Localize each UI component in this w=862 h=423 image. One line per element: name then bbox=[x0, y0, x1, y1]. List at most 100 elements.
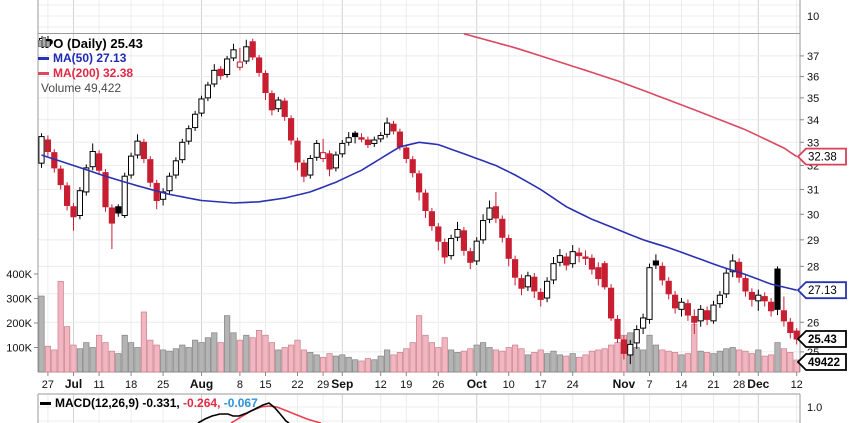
volume-bar bbox=[38, 295, 45, 373]
candle-body bbox=[569, 251, 576, 265]
x-tick-label: 21 bbox=[707, 379, 719, 391]
price-tick-label: 33 bbox=[807, 137, 819, 149]
volume-bar bbox=[505, 347, 512, 373]
volume-bar bbox=[569, 353, 576, 373]
candle-body bbox=[147, 159, 154, 183]
candle-body bbox=[588, 257, 595, 270]
volume-bar bbox=[480, 342, 487, 373]
price-badge-label: 32.38 bbox=[808, 152, 837, 164]
candle-body bbox=[256, 57, 263, 73]
candle-body bbox=[467, 251, 474, 263]
legend-ma50-label: MA(50) 27.13 bbox=[53, 51, 127, 65]
candle-body bbox=[614, 318, 621, 339]
candle-body bbox=[262, 72, 269, 93]
candle-body bbox=[70, 206, 77, 218]
volume-bar bbox=[723, 348, 730, 373]
volume-bar bbox=[256, 329, 263, 373]
candle-body bbox=[198, 98, 205, 114]
volume-bar bbox=[499, 350, 506, 373]
macd-main-value: MACD(12,26,9) -0.331, bbox=[55, 396, 180, 410]
volume-bar bbox=[435, 347, 442, 373]
candle-body bbox=[224, 58, 231, 76]
candle-body bbox=[640, 317, 647, 329]
volume-bar bbox=[768, 354, 775, 373]
macd-line-icon bbox=[40, 401, 51, 405]
x-tick-label: 12 bbox=[791, 379, 803, 391]
candle-body bbox=[576, 252, 583, 257]
volume-bar bbox=[358, 360, 365, 373]
volume-bar bbox=[371, 359, 378, 373]
candle-body bbox=[217, 68, 224, 77]
candle-body bbox=[672, 294, 679, 309]
volume-bar bbox=[326, 353, 333, 373]
chart-legend: IPO (Daily) 25.43 MA(50) 27.13 MA(200) 3… bbox=[38, 36, 143, 96]
candle-body bbox=[537, 291, 544, 300]
price-badge bbox=[796, 147, 847, 166]
volume-bar bbox=[70, 344, 77, 373]
price-badge bbox=[796, 353, 847, 371]
volume-bar bbox=[76, 348, 83, 373]
candle-body bbox=[620, 339, 627, 354]
x-tick-label: 10 bbox=[503, 379, 515, 391]
volume-bar bbox=[345, 356, 352, 373]
volume-bar bbox=[185, 347, 192, 373]
candle-body bbox=[428, 211, 435, 227]
volume-bar bbox=[665, 350, 672, 373]
candle-body bbox=[544, 280, 551, 299]
volume-bar bbox=[332, 355, 339, 373]
volume-bar bbox=[300, 349, 307, 373]
volume-bar bbox=[89, 347, 96, 373]
candle-body bbox=[748, 291, 755, 300]
candle-body bbox=[684, 303, 691, 316]
volume-bar bbox=[633, 347, 640, 373]
candle-body bbox=[102, 172, 109, 208]
upper-pane-tick-label: 10 bbox=[807, 11, 819, 23]
macd-signal-value: -0.264, bbox=[179, 396, 221, 410]
volume-bar bbox=[294, 339, 301, 373]
price-badge-label: 27.13 bbox=[808, 285, 837, 297]
ma200-line-icon bbox=[38, 72, 49, 75]
candle-body bbox=[736, 261, 743, 278]
candle-body bbox=[403, 147, 410, 159]
x-tick-label: 19 bbox=[400, 379, 412, 391]
x-tick-label: 8 bbox=[237, 379, 243, 391]
volume-bar bbox=[537, 349, 544, 373]
volume-bar bbox=[787, 352, 794, 373]
candle-body bbox=[531, 276, 538, 292]
x-tick-label: 7 bbox=[646, 379, 652, 391]
volume-bar bbox=[121, 334, 128, 373]
candle-body bbox=[377, 134, 384, 140]
macd-main-line bbox=[197, 402, 290, 423]
candle-body bbox=[409, 159, 416, 174]
candle-body bbox=[294, 140, 301, 163]
volume-bar bbox=[748, 353, 755, 373]
volume-bar bbox=[57, 280, 64, 373]
price-badge-label: 25.43 bbox=[808, 334, 837, 346]
volume-bar bbox=[710, 353, 717, 373]
candle-body bbox=[358, 137, 365, 140]
candle-body bbox=[774, 268, 781, 310]
candle-body bbox=[710, 304, 717, 322]
volume-bar bbox=[659, 349, 666, 373]
candle-body bbox=[691, 316, 698, 323]
candle-body bbox=[480, 220, 487, 241]
candle-body bbox=[390, 123, 397, 132]
x-tick-label: Sep bbox=[331, 377, 353, 391]
volume-bar bbox=[403, 348, 410, 373]
price-axis-labels: 25262728293031323334353637101.0 bbox=[800, 11, 822, 414]
volume-bar bbox=[678, 354, 685, 373]
candle-body bbox=[313, 142, 320, 158]
volume-bar bbox=[774, 342, 781, 373]
x-tick-label: Oct bbox=[467, 377, 487, 391]
volume-bar bbox=[608, 344, 615, 373]
volume-bar bbox=[230, 332, 237, 373]
volume-bar bbox=[160, 349, 167, 373]
volume-bar bbox=[729, 347, 736, 373]
volume-bar bbox=[102, 342, 109, 373]
candle-body bbox=[230, 49, 237, 59]
volume-bar bbox=[243, 334, 250, 373]
candle-body bbox=[704, 310, 711, 320]
volume-bar bbox=[556, 354, 563, 373]
candle-body bbox=[115, 206, 122, 214]
volume-bar bbox=[416, 315, 423, 373]
